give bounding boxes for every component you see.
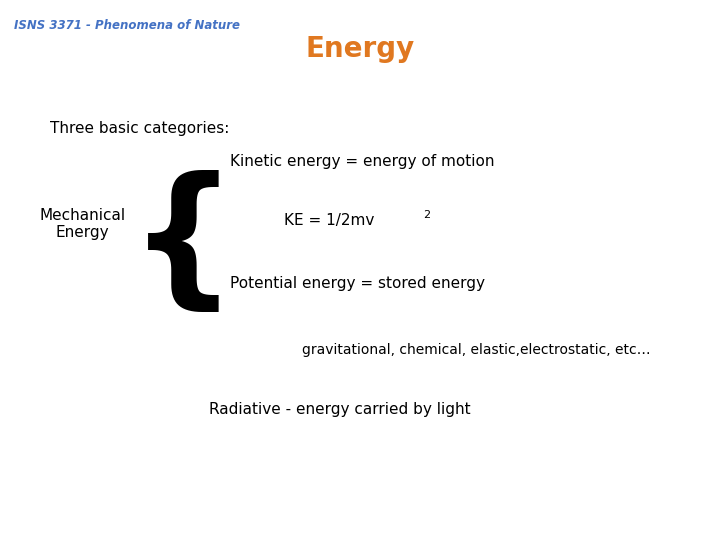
Text: Potential energy = stored energy: Potential energy = stored energy — [230, 276, 485, 292]
Text: gravitational, chemical, elastic,electrostatic, etc…: gravitational, chemical, elastic,electro… — [302, 343, 651, 357]
Text: Energy: Energy — [305, 35, 415, 63]
Text: 2: 2 — [423, 210, 430, 220]
Text: Radiative - energy carried by light: Radiative - energy carried by light — [209, 402, 470, 417]
Text: ISNS 3371 - Phenomena of Nature: ISNS 3371 - Phenomena of Nature — [14, 19, 240, 32]
Text: Three basic categories:: Three basic categories: — [50, 122, 230, 137]
Text: KE = 1/2mv: KE = 1/2mv — [284, 213, 375, 228]
Text: Mechanical
Energy: Mechanical Energy — [40, 208, 126, 240]
Text: Kinetic energy = energy of motion: Kinetic energy = energy of motion — [230, 154, 495, 169]
Text: {: { — [129, 170, 238, 319]
